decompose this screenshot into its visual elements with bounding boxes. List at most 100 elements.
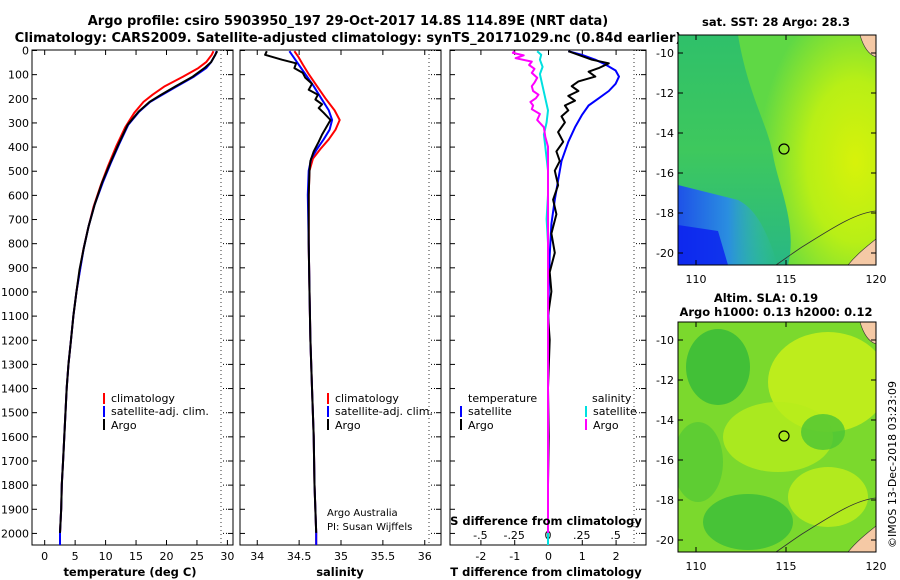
sst-coldest-region	[678, 225, 728, 265]
legend-label-sal-satellite: satellite	[593, 405, 637, 418]
sla-low-sw	[703, 494, 793, 550]
legend-label-temp-satellite: satellite	[468, 405, 512, 418]
s-diff-tick-label: -.5	[473, 529, 487, 542]
sla-low-nw	[686, 329, 750, 405]
x-tick-label: -2	[475, 550, 486, 563]
depth-tick-label: 700	[8, 214, 29, 227]
map-x-tick-label: 110	[686, 273, 707, 286]
sst-map-title: sat. SST: 28 Argo: 28.3	[702, 15, 850, 29]
map-x-tick-label: 120	[866, 273, 887, 286]
temperature-series	[59, 50, 219, 545]
land-south	[847, 238, 876, 265]
coastline-contour	[775, 210, 876, 265]
depth-tick-label: 1900	[1, 503, 29, 516]
x-tick-label: 35	[334, 550, 348, 563]
salinity-series	[264, 50, 341, 545]
depth-tick-label: 200	[8, 93, 29, 106]
figure-title-line2: Climatology: CARS2009. Satellite-adjuste…	[15, 31, 682, 46]
sst-argo-location-marker	[778, 143, 790, 155]
legend-title-salinity: salinity	[592, 392, 632, 405]
map-x-tick-label: 115	[776, 560, 797, 573]
map-y-tick-label: -12	[656, 87, 674, 100]
map-x-tick-label: 115	[776, 273, 797, 286]
sla-map-subtitle: Argo h1000: 0.13 h2000: 0.12	[679, 305, 872, 319]
depth-tick-label: 500	[8, 165, 29, 178]
depth-tick-label: 1200	[1, 334, 29, 347]
depth-tick-label: 2000	[1, 527, 29, 540]
salinity-axis-ticks: 34 34.5 35 35.5 36	[250, 50, 432, 563]
temperature-axis-label: temperature (deg C)	[63, 565, 196, 579]
s-diff-tick-label: .25	[573, 529, 591, 542]
sla-map-title: Altim. SLA: 0.19	[714, 291, 818, 305]
difference-legend: temperature satellite Argo salinity sate…	[460, 392, 637, 432]
legend-label-sal-argo: Argo	[593, 419, 619, 432]
sla-high-center	[723, 402, 833, 472]
x-tick-label: 0	[545, 550, 552, 563]
x-tick-label: 20	[160, 550, 174, 563]
sla-high-se	[788, 467, 868, 527]
temperature-legend: climatology satellite-adj. clim. Argo	[103, 392, 209, 432]
x-tick-label: 30	[220, 550, 234, 563]
map-y-tick-label: -10	[656, 47, 674, 60]
figure-title-line1: Argo profile: csiro 5903950_197 29-Oct-2…	[88, 14, 609, 29]
depth-tick-label: 600	[8, 189, 29, 202]
land-south	[847, 525, 876, 552]
sst-map-field	[678, 35, 876, 265]
sst-warm-region	[738, 35, 876, 265]
coastline-contour	[775, 497, 876, 552]
sst-map-panel: sat. SST: 28 Argo: 28.3 110 115 1	[656, 15, 886, 286]
depth-tick-label: 1600	[1, 431, 29, 444]
map-y-tick-label: -14	[656, 127, 674, 140]
temperature-axis-ticks: 0 5 10 15 20 25 30	[41, 50, 234, 563]
legend-label-climatology: climatology	[335, 392, 399, 405]
x-tick-label: 15	[129, 550, 143, 563]
sla-argo-location-marker	[778, 430, 790, 442]
sla-map-field	[678, 322, 876, 552]
series-line-climatology	[59, 50, 215, 545]
series-line-argo	[59, 50, 219, 533]
legend-label-climatology: climatology	[111, 392, 175, 405]
series-line-satellite-adj-clim-	[288, 50, 334, 545]
salinity-panel: 34 34.5 35 35.5 36 salinity climatology sate…	[239, 49, 442, 579]
s-diff-tick-label: .5	[610, 529, 621, 542]
sla-low-w	[678, 422, 723, 502]
difference-depth-ticks	[450, 50, 646, 545]
legend-label-temp-argo: Argo	[468, 419, 494, 432]
map-y-tick-label: -20	[656, 534, 674, 547]
map-y-tick-label: -16	[656, 454, 674, 467]
depth-tick-label: 1300	[1, 358, 29, 371]
depth-tick-label: 400	[8, 141, 29, 154]
series-line-salinity-argo	[511, 50, 549, 533]
map-y-tick-label: -18	[656, 494, 674, 507]
depth-tick-label: 1700	[1, 455, 29, 468]
depth-tick-label: 0	[22, 45, 29, 58]
depth-tick-label: 300	[8, 117, 29, 130]
x-tick-label: 35.5	[371, 550, 396, 563]
annotation-pi: PI: Susan Wijffels	[327, 522, 412, 533]
depth-tick-label: 1500	[1, 407, 29, 420]
sla-map-ticks: 110 115 120 -10 -12 -14 -16 -18 -20	[656, 322, 887, 573]
temperature-panel: 0100200300400500600700800900100011001200…	[1, 45, 234, 580]
map-x-tick-label: 120	[866, 560, 887, 573]
depth-tick-label: 1000	[1, 286, 29, 299]
land-north	[859, 35, 876, 58]
sla-map-frame	[677, 321, 877, 553]
x-tick-label: -1	[509, 550, 520, 563]
difference-panel: -2 -1 0 1 2 -.5 -.25 0.25.5 S difference from …	[449, 49, 647, 579]
map-x-tick-label: 110	[686, 560, 707, 573]
imos-credit: ©IMOS 13-Dec-2018 03:23:09	[886, 381, 899, 548]
legend-label-argo: Argo	[335, 419, 361, 432]
map-y-tick-label: -18	[656, 207, 674, 220]
x-tick-label: 10	[99, 550, 113, 563]
salinity-plot-frame	[239, 49, 442, 546]
map-y-tick-label: -20	[656, 247, 674, 260]
series-line-temperature-satellite	[547, 50, 620, 545]
x-tick-label: 0	[41, 550, 48, 563]
salinity-legend: climatology satellite-adj. clim. Argo	[327, 392, 433, 432]
sla-map-panel: Altim. SLA: 0.19 Argo h1000: 0.13 h2000:…	[656, 291, 887, 573]
series-line-satellite-adj-clim-	[59, 50, 218, 545]
map-y-tick-label: -10	[656, 334, 674, 347]
salinity-depth-ticks	[240, 50, 441, 545]
series-line-argo	[264, 50, 332, 533]
